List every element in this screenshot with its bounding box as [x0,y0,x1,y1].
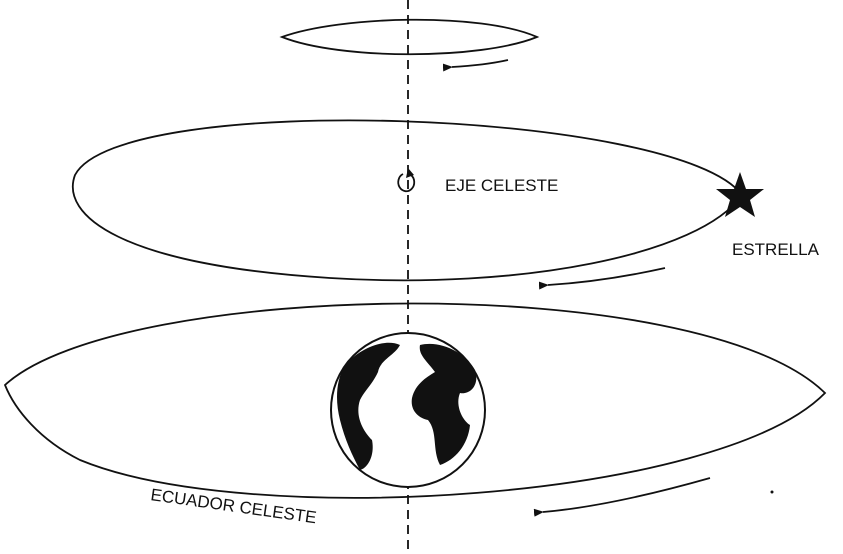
small-orbit [282,20,537,55]
star-label: ESTRELLA [732,240,820,259]
diagram: EJE CELESTE ESTRELLA ECUADOR CELESTE [0,0,843,554]
page: EJE CELESTE ESTRELLA ECUADOR CELESTE (()… [0,0,843,554]
rotation-arrow [548,268,665,285]
rotation-arrow [452,60,508,67]
dot [771,491,774,494]
equator-label: ECUADOR CELESTE [149,485,317,527]
rotation-symbol [398,174,414,191]
axis-label: EJE CELESTE [445,176,558,195]
